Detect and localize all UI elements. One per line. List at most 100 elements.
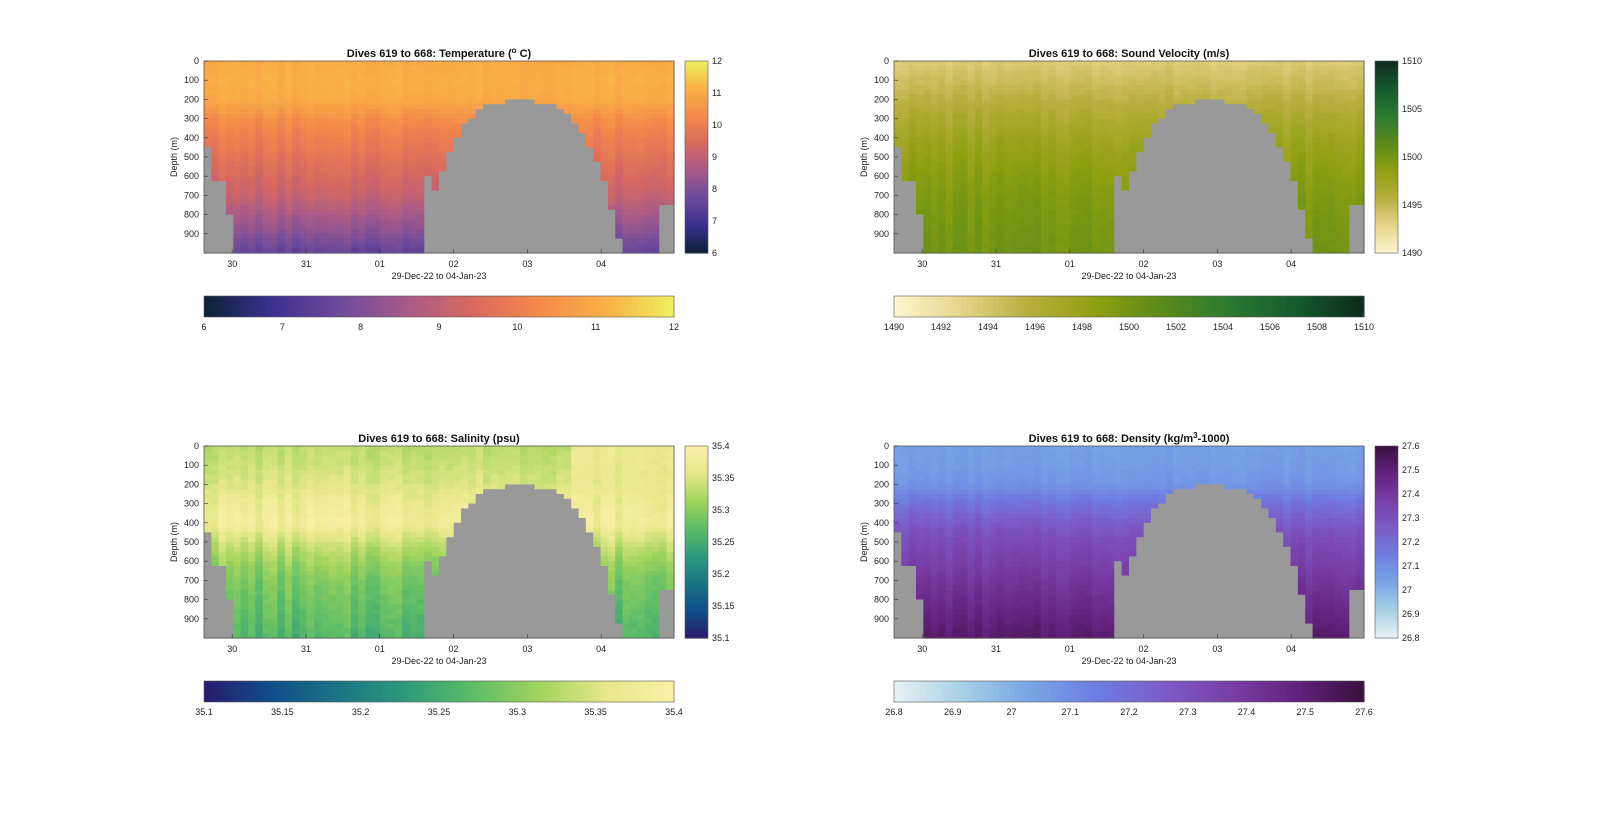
- sound-cell: [1055, 89, 1064, 96]
- temperature-cell: [328, 209, 337, 216]
- temperature-hcolorbar-swatch: [334, 296, 341, 317]
- temperature-cell: [512, 99, 521, 105]
- temperature-colorbar-swatch: [685, 198, 708, 203]
- temperature-hcolorbar-swatch: [444, 296, 451, 317]
- temperature-cell: [439, 133, 447, 139]
- sound-cell: [1261, 142, 1270, 148]
- temperature-cell: [644, 142, 653, 148]
- sound-cell: [1209, 248, 1218, 254]
- temperature-cell: [563, 99, 572, 105]
- temperature-cell: [365, 133, 374, 139]
- temperature-cell: [622, 118, 631, 124]
- sound-cell: [1121, 190, 1130, 196]
- sound-cell: [894, 147, 902, 153]
- temperature-cell: [211, 195, 220, 201]
- temperature-cell: [549, 89, 558, 96]
- temperature-hcolorbar-swatch: [329, 296, 336, 317]
- temperature-colorbar-swatch: [685, 96, 708, 100]
- sound-cell: [1055, 70, 1064, 76]
- sound-cell: [1062, 99, 1071, 105]
- temperature-cell: [321, 85, 330, 91]
- temperature-cell: [541, 61, 550, 67]
- temperature-cell: [541, 75, 550, 81]
- sound-cell: [1077, 89, 1086, 96]
- temperature-cell: [593, 190, 602, 196]
- sound-cell: [1246, 205, 1255, 211]
- sound-cell: [1077, 109, 1086, 115]
- temperature-cell: [468, 75, 477, 81]
- temperature-cell: [468, 142, 477, 148]
- temperature-cell: [416, 171, 425, 177]
- temperature-cell: [549, 85, 558, 91]
- sound-cell: [945, 133, 954, 139]
- temperature-cell: [255, 104, 264, 110]
- temperature-colorbar-swatch: [685, 195, 708, 200]
- temperature-cell: [204, 166, 212, 172]
- sound-cell: [1136, 113, 1145, 120]
- temperature-cell: [380, 70, 389, 76]
- sound-cell: [1143, 229, 1152, 235]
- temperature-cell: [306, 70, 315, 76]
- temperature-cell: [468, 104, 477, 110]
- temperature-hcolorbar-swatch: [564, 296, 571, 317]
- sound-cell: [996, 80, 1005, 86]
- temperature-cell: [666, 209, 675, 216]
- temperature-colorbar-swatch: [685, 169, 708, 174]
- sound-cell: [1224, 137, 1233, 144]
- sound-cell: [1268, 157, 1277, 163]
- temperature-cell: [475, 109, 484, 115]
- sound-cell: [1040, 65, 1049, 72]
- temperature-cell: [314, 195, 323, 201]
- temperature-cell: [328, 142, 337, 148]
- temperature-cell: [240, 80, 249, 86]
- temperature-cell: [666, 238, 675, 244]
- temperature-cell: [343, 157, 352, 163]
- temperature-cell: [328, 195, 337, 201]
- temperature-cell: [394, 61, 403, 67]
- temperature-cell: [204, 142, 212, 148]
- temperature-cell: [350, 248, 359, 254]
- temperature-cell: [622, 94, 631, 100]
- sound-cell: [1011, 109, 1020, 115]
- temperature-hcolorbar-tick-label: 6: [201, 322, 206, 332]
- temperature-cell: [622, 85, 631, 91]
- sound-cell: [1040, 61, 1049, 67]
- sound-cell: [967, 161, 976, 168]
- temperature-cell: [358, 142, 367, 148]
- sound-cell: [894, 70, 902, 76]
- temperature-cell: [409, 147, 418, 153]
- sound-cell: [1187, 142, 1196, 148]
- temperature-cell: [226, 133, 234, 139]
- sound-cell: [1143, 137, 1152, 144]
- temperature-cell: [255, 209, 264, 216]
- sound-cell: [967, 104, 976, 110]
- temperature-cell: [380, 109, 389, 115]
- sound-cell: [916, 190, 924, 196]
- sound-cell: [1180, 190, 1189, 196]
- temperature-cell: [593, 118, 602, 124]
- temperature-cell: [350, 219, 359, 225]
- temperature-cell: [240, 176, 249, 182]
- sound-cell: [1055, 99, 1064, 105]
- temperature-hcolorbar-swatch: [271, 296, 278, 317]
- temperature-cell: [240, 190, 249, 196]
- sound-cell: [1261, 185, 1270, 192]
- sound-cell: [1004, 181, 1013, 187]
- sound-cell: [1018, 80, 1027, 86]
- temperature-cell: [512, 176, 521, 182]
- temperature-cell: [394, 142, 403, 148]
- temperature-cell: [240, 181, 249, 187]
- temperature-cell: [600, 185, 609, 192]
- temperature-hcolorbar-swatch: [470, 296, 477, 317]
- temperature-cell: [262, 205, 271, 211]
- sound-cell: [952, 137, 961, 144]
- sound-cell: [1187, 137, 1196, 144]
- temperature-cell: [483, 195, 491, 201]
- temperature-cell: [659, 176, 668, 182]
- temperature-cell: [534, 109, 543, 115]
- temperature-cell: [314, 166, 323, 172]
- sound-cell: [923, 195, 932, 201]
- sound-cell: [960, 195, 969, 201]
- temperature-cell: [534, 137, 543, 144]
- temperature-hcolorbar-swatch: [475, 296, 482, 317]
